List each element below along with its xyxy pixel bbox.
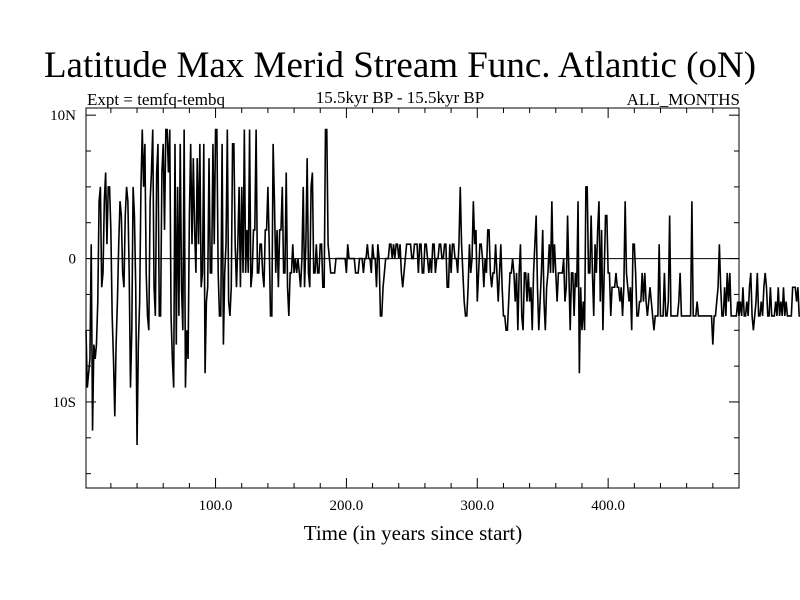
y-axis-ticks: 10N 0 10S <box>50 108 739 475</box>
x-tick-label: 300.0 <box>460 498 494 514</box>
months-label: ALL_MONTHS <box>626 90 740 109</box>
x-axis-label: Time (in years since start) <box>303 521 523 545</box>
x-tick-label: 100.0 <box>199 498 233 514</box>
y-tick-label: 10S <box>53 395 76 411</box>
experiment-label: Expt = temfq-tembq <box>87 90 226 109</box>
x-tick-label: 200.0 <box>330 498 364 514</box>
plot-frame <box>85 107 740 489</box>
x-tick-label: 400.0 <box>591 498 625 514</box>
x-axis-ticks: 100.0 200.0 300.0 400.0 <box>110 108 714 514</box>
period-label: 15.5kyr BP - 15.5kyr BP <box>315 88 485 107</box>
y-tick-label: 10N <box>50 108 76 124</box>
y-tick-label: 0 <box>69 252 77 268</box>
chart-title: Latitude Max Merid Stream Func. Atlantic… <box>43 45 757 86</box>
series-line <box>85 128 800 445</box>
